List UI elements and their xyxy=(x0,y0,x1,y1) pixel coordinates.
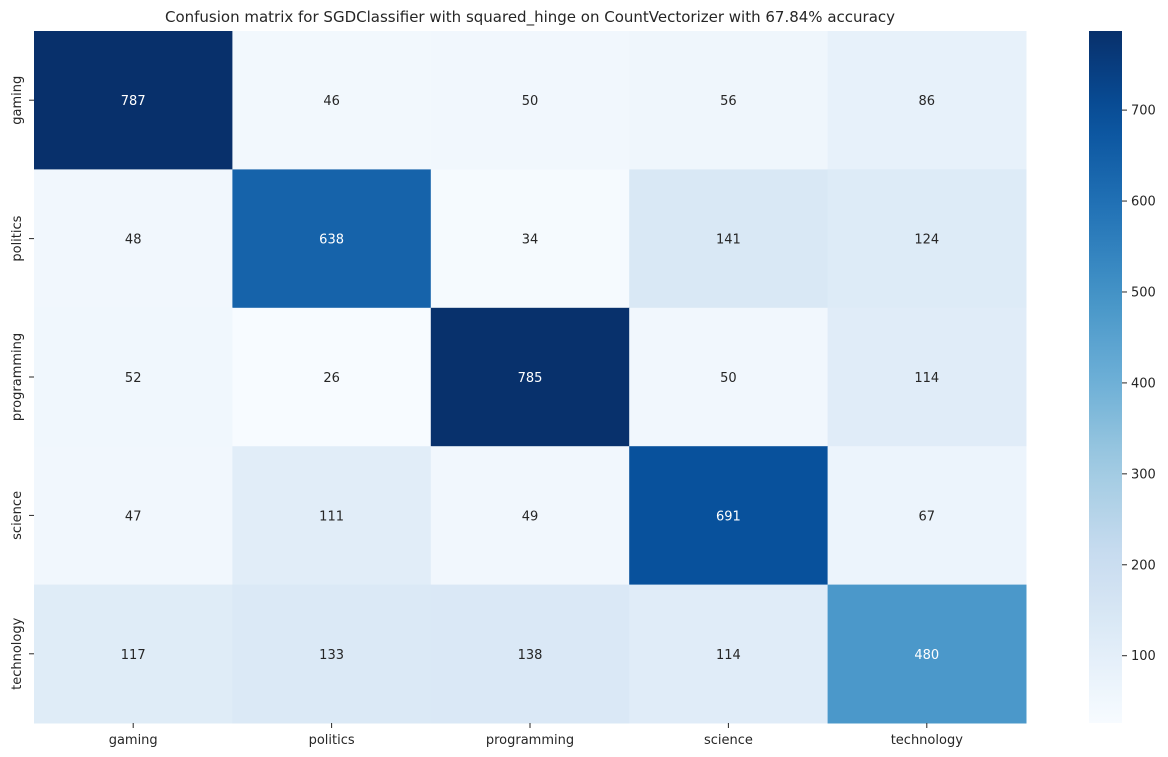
cell-value-label: 47 xyxy=(125,509,142,524)
cell-value-label: 26 xyxy=(323,371,340,386)
cell-value-label: 114 xyxy=(914,371,939,386)
heatmap-cell xyxy=(34,584,233,724)
cell-value-label: 691 xyxy=(716,509,741,524)
cell-value-label: 785 xyxy=(518,371,543,386)
x-axis-ticks: gaming politics programming science technolo… xyxy=(109,723,963,748)
heatmap-cell xyxy=(34,169,233,309)
y-tick-label: technology xyxy=(10,617,25,689)
x-tick-label: politics xyxy=(309,733,355,748)
x-tick-label: gaming xyxy=(109,733,158,748)
heatmap-cell xyxy=(827,584,1027,724)
heatmap-cell xyxy=(232,169,432,309)
cell-value-label: 46 xyxy=(323,94,340,109)
cell-value-label: 133 xyxy=(319,648,344,663)
y-tick-label: politics xyxy=(10,215,25,261)
x-tick-label: technology xyxy=(891,733,963,748)
cell-value-label: 50 xyxy=(522,94,539,109)
cell-value-label: 56 xyxy=(720,94,737,109)
heatmap-cell xyxy=(430,169,630,309)
cell-value-label: 638 xyxy=(319,233,344,248)
cell-value-label: 124 xyxy=(914,233,939,248)
colorbar-tick-label: 600 xyxy=(1131,195,1156,210)
cell-value-label: 787 xyxy=(121,94,146,109)
colorbar: 100 200 300 400 500 600 700 xyxy=(1089,31,1156,723)
heatmap-annotations: 787 46 50 56 86 48 638 34 141 124 52 26 785 50 114 47 11… xyxy=(121,94,939,663)
y-tick-label: science xyxy=(10,491,25,540)
heatmap-cell xyxy=(34,446,233,586)
heatmap-cell xyxy=(629,169,829,309)
heatmap-cell xyxy=(430,446,630,586)
heatmap-cell xyxy=(629,31,829,170)
cell-value-label: 49 xyxy=(522,509,539,524)
x-tick-label: programming xyxy=(486,733,574,748)
heatmap-cell xyxy=(629,446,829,586)
heatmap-cell xyxy=(232,446,432,586)
heatmap-cell xyxy=(232,307,432,447)
heatmap-cell xyxy=(827,446,1027,586)
cell-value-label: 480 xyxy=(914,648,939,663)
heatmap-cell xyxy=(629,307,829,447)
y-tick-label: gaming xyxy=(10,76,25,125)
cell-value-label: 117 xyxy=(121,648,146,663)
colorbar-tick-label: 300 xyxy=(1131,467,1156,482)
cell-value-label: 114 xyxy=(716,648,741,663)
cell-value-label: 138 xyxy=(518,648,543,663)
heatmap-cell xyxy=(430,307,630,447)
cell-value-label: 111 xyxy=(319,509,344,524)
heatmap-cell xyxy=(827,307,1027,447)
colorbar-tick-label: 100 xyxy=(1131,649,1156,664)
chart-title: Confusion matrix for SGDClassifier with … xyxy=(165,8,895,27)
heatmap-cell xyxy=(629,584,829,724)
x-tick-label: science xyxy=(704,733,753,748)
heatmap-cell xyxy=(34,307,233,447)
colorbar-tick-label: 700 xyxy=(1131,104,1156,119)
y-tick-label: programming xyxy=(10,333,25,421)
heatmap-cell xyxy=(34,31,233,170)
heatmap-cell xyxy=(827,31,1027,170)
heatmap-cell xyxy=(430,584,630,724)
heatmap-cell xyxy=(827,169,1027,309)
heatmap-cells xyxy=(34,31,1027,724)
colorbar-tick-label: 500 xyxy=(1131,285,1156,300)
cell-value-label: 52 xyxy=(125,371,142,386)
heatmap-cell xyxy=(232,31,432,170)
cell-value-label: 141 xyxy=(716,233,741,248)
cell-value-label: 86 xyxy=(919,94,936,109)
cell-value-label: 67 xyxy=(919,509,936,524)
colorbar-gradient xyxy=(1089,31,1122,723)
cell-value-label: 50 xyxy=(720,371,737,386)
cell-value-label: 34 xyxy=(522,233,539,248)
y-axis-ticks: gaming politics programming science technolo… xyxy=(10,76,34,690)
cell-value-label: 48 xyxy=(125,233,142,248)
heatmap-cell xyxy=(430,31,630,170)
colorbar-tick-label: 400 xyxy=(1131,376,1156,391)
heatmap-cell xyxy=(232,584,432,724)
colorbar-tick-label: 200 xyxy=(1131,558,1156,573)
